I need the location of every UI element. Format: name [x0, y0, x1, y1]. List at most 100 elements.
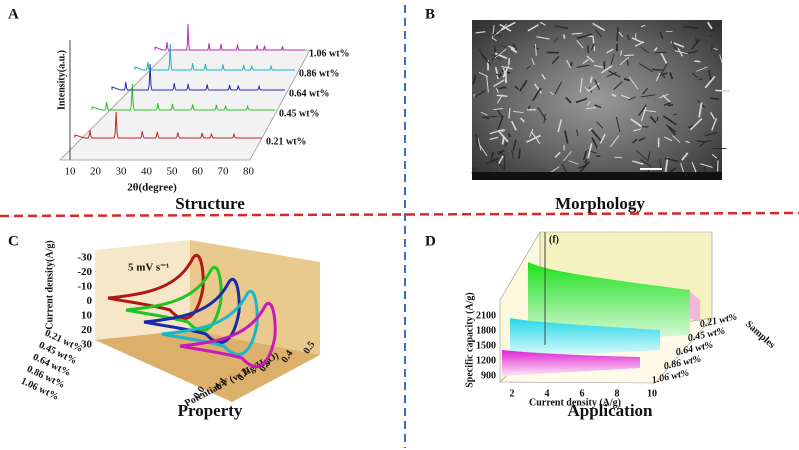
sem-flake [492, 37, 497, 42]
sem-flake [719, 54, 723, 64]
sem-flake [606, 71, 617, 78]
sem-flake [569, 61, 573, 67]
sem-flake [616, 27, 619, 42]
sem-flake [592, 22, 606, 32]
sem-flake [511, 149, 514, 159]
sem-flake [575, 129, 579, 137]
sem-flake [628, 76, 639, 90]
panel-letter: D [425, 233, 436, 249]
series-label: 0.64 wt% [289, 88, 330, 99]
sem-flake [589, 76, 593, 83]
sem-flake [618, 31, 624, 38]
sem-flake [530, 131, 541, 145]
sem-flake [685, 140, 690, 144]
sem-flake [662, 72, 668, 76]
sem-flake [639, 63, 654, 73]
xrd-pattern [154, 23, 305, 51]
series-label: 1.06 wt% [309, 48, 350, 59]
sem-flake [654, 51, 667, 54]
sem-flake [557, 119, 563, 133]
xrd-floor [59, 49, 311, 161]
y-tick-label: -20 [77, 266, 92, 278]
sem-flake [486, 157, 500, 165]
sem-flake [492, 25, 495, 40]
sem-flake [665, 124, 677, 133]
sem-flake [486, 76, 489, 93]
sem-flake [480, 111, 488, 116]
sem-flake [704, 139, 712, 143]
divider-horizontal [0, 211, 799, 218]
sem-flake [551, 55, 560, 65]
xrd-pattern [91, 83, 275, 111]
sem-flake [698, 102, 703, 118]
sem-flake [549, 166, 560, 174]
sem-flake [507, 132, 512, 138]
sem-flake [472, 75, 477, 85]
x-tick-label: 10 [647, 388, 657, 399]
sem-flake [611, 93, 617, 98]
sem-flake [672, 113, 678, 116]
gcd-surface-magenta [502, 350, 640, 376]
sem-flake [575, 97, 588, 104]
y-axis-label: Intensity(a.u.) [56, 50, 67, 110]
series-label: 0.21 wt% [266, 136, 307, 147]
sem-flake [638, 137, 646, 142]
sem-flake [640, 94, 656, 98]
sem-flake [564, 130, 569, 144]
panel-letter: B [425, 6, 435, 22]
sem-flake [568, 160, 579, 165]
sem-flake [473, 26, 484, 29]
sem-flake [513, 111, 524, 114]
sem-flake [692, 72, 698, 79]
sem-flake [633, 128, 642, 132]
sem-flake [494, 48, 507, 59]
sem-flake [710, 45, 713, 52]
y-tick-label: 1800 [476, 325, 496, 336]
sem-flake [533, 83, 543, 94]
y-axis-label: Current density(A/g) [44, 240, 55, 330]
annotation: 5 mV s⁻¹ [128, 262, 169, 274]
sem-flake [587, 143, 593, 159]
sem-flake [613, 81, 623, 90]
sem-flake [647, 151, 651, 163]
y-tick-label: 30 [81, 339, 93, 351]
sem-flake [631, 37, 644, 44]
sem-flake [680, 163, 685, 173]
sem-flake [497, 129, 509, 143]
sem-flake [640, 159, 652, 168]
sem-flake [501, 136, 505, 145]
sem-flake [640, 46, 650, 54]
sem-flake [576, 40, 584, 49]
sem-flake [590, 128, 603, 142]
sem-flake [496, 94, 503, 104]
y-tick-label: 0 [87, 295, 93, 307]
sem-flake [518, 148, 521, 159]
sem-flake [664, 136, 673, 142]
sem-flake [482, 116, 490, 120]
sem-flake [632, 160, 644, 165]
sem-flake [576, 33, 592, 40]
sem-flake [500, 44, 507, 49]
sem-flake [615, 116, 621, 132]
sem-flake [711, 153, 718, 159]
sem-flake [494, 52, 508, 60]
sem-flake [626, 59, 629, 66]
sem-flake [571, 32, 583, 35]
sem-scale-bar [640, 168, 662, 170]
x-tick-label: 4 [545, 388, 550, 399]
y-tick-label: -30 [77, 252, 92, 264]
sem-flake [562, 34, 566, 39]
sem-flake [591, 137, 598, 148]
sem-flake [553, 37, 559, 43]
sem-flake [600, 65, 613, 74]
sem-flake [630, 118, 643, 128]
sem-flake [578, 161, 591, 174]
sem-flake [527, 24, 539, 32]
sem-flake [623, 78, 630, 82]
sem-flake [665, 30, 673, 33]
sem-flake [626, 34, 630, 41]
sem-flake [696, 66, 708, 72]
x-tick-label: 8 [615, 388, 620, 399]
sem-flake [709, 97, 719, 100]
sem-flake [531, 58, 535, 66]
